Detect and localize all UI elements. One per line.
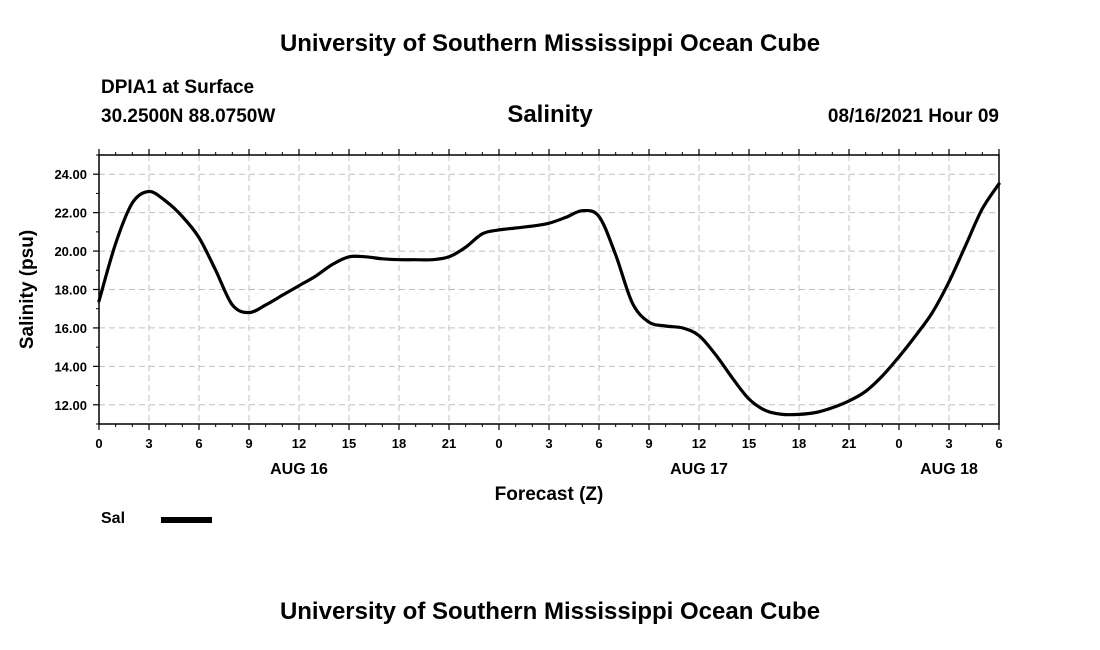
- y-tick-label: 18.00: [54, 283, 87, 298]
- x-tick-label: 15: [342, 436, 356, 451]
- y-tick-label: 16.00: [54, 321, 87, 336]
- station-coordinates: 30.2500N 88.0750W: [101, 106, 276, 127]
- y-tick-label: 20.00: [54, 244, 87, 259]
- x-tick-label: 6: [595, 436, 602, 451]
- top-title: University of Southern Mississippi Ocean…: [279, 30, 821, 57]
- x-tick-label: 9: [245, 436, 252, 451]
- y-tick-label: 14.00: [54, 359, 87, 374]
- chart-title: Salinity: [507, 101, 593, 128]
- x-tick-label: 3: [545, 436, 552, 451]
- x-tick-label: 3: [145, 436, 152, 451]
- y-tick-label: 12.00: [54, 398, 87, 413]
- forecast-datetime: 08/16/2021 Hour 09: [827, 106, 999, 127]
- x-tick-label: 0: [95, 436, 102, 451]
- x-tick-label: 9: [645, 436, 652, 451]
- legend-label: Sal: [101, 510, 126, 527]
- bottom-title: University of Southern Mississippi Ocean…: [279, 598, 821, 625]
- grid: [99, 155, 999, 424]
- series-line-salinity: [97, 182, 1001, 417]
- date-label: AUG 16: [270, 461, 328, 478]
- y-tick-label: 24.00: [54, 167, 87, 182]
- station-name: DPIA1 at Surface: [101, 77, 255, 98]
- x-tick-label: 21: [842, 436, 856, 451]
- y-axis-label: Salinity (psu): [17, 230, 38, 349]
- date-label: AUG 17: [670, 461, 728, 478]
- axis-ticks: [93, 149, 1000, 430]
- x-tick-label: 18: [392, 436, 406, 451]
- x-tick-label: 0: [895, 436, 902, 451]
- x-tick-label: 6: [995, 436, 1002, 451]
- date-label: AUG 18: [920, 461, 978, 478]
- x-tick-label: 6: [195, 436, 202, 451]
- series-layer: [97, 182, 1001, 417]
- legend-swatch: [161, 517, 212, 523]
- x-tick-label: 21: [442, 436, 456, 451]
- tick-labels: 0 3 6 9 12 15 18 21 0 3 6 9 12 15 18 21 0 3 6 12.00 14.00 16.…: [54, 167, 1002, 478]
- x-tick-label: 12: [292, 436, 306, 451]
- x-axis-label: Forecast (Z): [495, 484, 604, 505]
- x-tick-label: 3: [945, 436, 952, 451]
- x-tick-label: 12: [692, 436, 706, 451]
- y-tick-label: 22.00: [54, 206, 87, 221]
- x-tick-label: 0: [495, 436, 502, 451]
- x-tick-label: 15: [742, 436, 756, 451]
- x-tick-label: 18: [792, 436, 806, 451]
